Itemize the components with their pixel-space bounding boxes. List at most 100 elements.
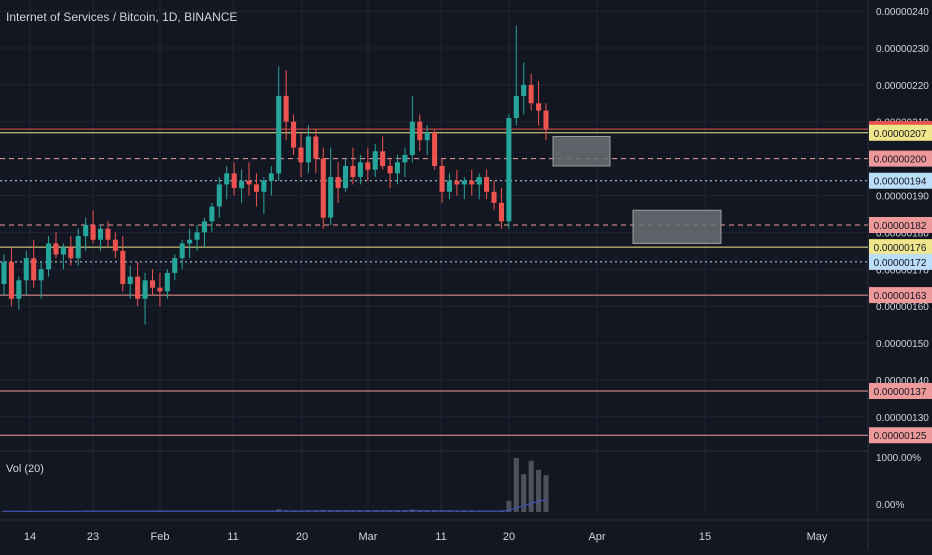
candle-body xyxy=(1,261,7,285)
volume-bar xyxy=(506,500,512,512)
price-label-bg xyxy=(869,427,932,444)
y-tick-label: 0.00000220 xyxy=(876,81,929,92)
candle-body xyxy=(350,165,356,178)
candle-body xyxy=(365,162,371,170)
price-label-bg xyxy=(869,287,932,304)
candle-body xyxy=(46,243,52,270)
candle-body xyxy=(335,177,341,189)
candle-body xyxy=(90,225,96,240)
candle-body xyxy=(194,232,200,240)
candle-body xyxy=(387,165,393,174)
candle-body xyxy=(164,272,170,292)
x-tick-label: 14 xyxy=(24,531,36,543)
candle-body xyxy=(112,239,118,251)
y-tick-label: 0.00000240 xyxy=(876,7,929,18)
volume-bar xyxy=(380,511,386,512)
candle-body xyxy=(372,151,378,170)
candle-body xyxy=(172,258,178,273)
price-label-bg xyxy=(869,382,932,399)
price-label: 0.00000176 xyxy=(874,243,927,254)
x-tick-label: 11 xyxy=(435,531,446,543)
candle-body xyxy=(506,118,512,222)
volume-bar xyxy=(365,511,371,512)
candle-body xyxy=(513,95,519,119)
volume-bar xyxy=(350,511,356,512)
candle-body xyxy=(23,258,29,281)
candle-body xyxy=(209,206,215,222)
candle-body xyxy=(239,180,245,189)
candle-body xyxy=(201,221,207,233)
candle-body xyxy=(187,239,193,244)
y-tick-label: 0.00000140 xyxy=(876,376,929,387)
candle-body xyxy=(268,173,274,181)
price-label: 0.00000163 xyxy=(874,291,927,302)
volume-bar xyxy=(343,511,349,512)
y-tick-label: 0.00000190 xyxy=(876,191,929,202)
candle-body xyxy=(60,247,66,255)
candle-body xyxy=(8,261,14,299)
volume-bar xyxy=(372,511,378,512)
candle-body xyxy=(439,165,445,192)
candle-body xyxy=(402,154,408,163)
price-label: 0.00000200 xyxy=(874,155,927,166)
volume-indicator-label[interactable]: Vol (20) xyxy=(6,463,44,475)
price-label-bg xyxy=(869,124,932,141)
candle-body xyxy=(97,228,104,240)
volume-bar xyxy=(513,458,519,512)
volume-bar xyxy=(521,474,527,512)
candle-body xyxy=(16,280,22,299)
candle-body xyxy=(446,180,453,192)
volume-bar xyxy=(335,511,341,512)
price-label-bg xyxy=(869,217,932,233)
volume-bar xyxy=(528,460,534,512)
candle-body xyxy=(320,158,326,218)
candle-body xyxy=(298,147,304,163)
candle-body xyxy=(536,103,542,111)
candle-body xyxy=(179,243,185,259)
volume-bar xyxy=(543,475,549,512)
price-label-bg xyxy=(869,150,932,167)
y-tick-label: 0.00000130 xyxy=(876,413,929,424)
candle-body xyxy=(543,110,549,130)
candle-body xyxy=(461,180,467,185)
x-tick-label: 20 xyxy=(296,531,308,543)
candle-body xyxy=(149,280,156,288)
x-tick-label: Mar xyxy=(359,531,378,543)
y-tick-label: 0.00000230 xyxy=(876,44,929,55)
volume-tick-label: 1000.00% xyxy=(876,453,921,464)
candle-body xyxy=(476,177,482,185)
price-label: 0.00000182 xyxy=(874,221,927,232)
y-tick-label: 0.00000160 xyxy=(876,302,929,313)
price-label-bg xyxy=(869,172,932,189)
price-label: 0.00000172 xyxy=(874,258,927,269)
y-tick-label: 0.00000170 xyxy=(876,265,929,276)
candle-body xyxy=(68,247,74,259)
price-label-bg xyxy=(869,253,932,270)
candle-body xyxy=(380,151,386,166)
candle-body xyxy=(120,250,126,285)
volume-bar xyxy=(424,511,430,512)
candle-body xyxy=(528,84,534,104)
volume-bar xyxy=(357,511,363,512)
candle-body xyxy=(224,173,230,185)
candle-body xyxy=(157,287,163,292)
candle-body xyxy=(328,177,334,218)
candle-body xyxy=(305,136,311,163)
candle-body xyxy=(343,165,349,189)
y-tick-label: 0.00000150 xyxy=(876,339,929,350)
volume-bar xyxy=(394,511,401,512)
candle-body xyxy=(127,276,133,285)
candle-body xyxy=(53,243,59,255)
candle-body xyxy=(231,173,237,189)
candle-body xyxy=(424,132,430,141)
volume-bar xyxy=(446,511,453,512)
candle-body xyxy=(313,136,319,159)
volume-bar xyxy=(536,469,542,512)
volume-bar xyxy=(469,511,475,512)
price-label: 0.00000207 xyxy=(874,129,927,140)
volume-bar xyxy=(402,511,408,512)
candle-body xyxy=(491,191,497,203)
volume-tick-label: 0.00% xyxy=(876,500,904,511)
